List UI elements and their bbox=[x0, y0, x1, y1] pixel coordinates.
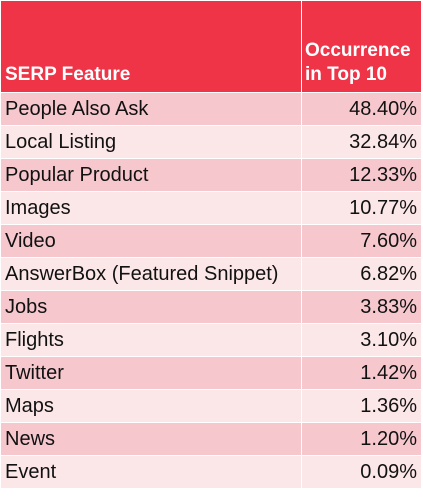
serp-feature-cell: People Also Ask bbox=[0, 92, 302, 126]
serp-feature-cell: AnswerBox (Featured Snippet) bbox=[0, 257, 302, 291]
table-row: Maps 1.36% bbox=[0, 389, 422, 423]
occurrence-cell: 10.77% bbox=[301, 191, 422, 225]
occurrence-cell: 6.82% bbox=[301, 257, 422, 291]
occurrence-cell: 12.33% bbox=[301, 158, 422, 192]
occurrence-cell: 3.83% bbox=[301, 290, 422, 324]
table-header-row: SERP Feature Occurrence in Top 10 bbox=[0, 0, 422, 93]
serp-feature-cell: Maps bbox=[0, 389, 302, 423]
serp-feature-cell: Local Listing bbox=[0, 125, 302, 159]
serp-feature-cell: Popular Product bbox=[0, 158, 302, 192]
table-row: Video 7.60% bbox=[0, 224, 422, 258]
occurrence-cell: 1.20% bbox=[301, 422, 422, 456]
occurrence-cell: 3.10% bbox=[301, 323, 422, 357]
table-row: Jobs 3.83% bbox=[0, 290, 422, 324]
serp-feature-cell: Twitter bbox=[0, 356, 302, 390]
header-occurrence-line1: Occurrence bbox=[305, 40, 411, 61]
occurrence-cell: 48.40% bbox=[301, 92, 422, 126]
occurrence-cell: 32.84% bbox=[301, 125, 422, 159]
table-row: Popular Product 12.33% bbox=[0, 158, 422, 192]
table-row: People Also Ask 48.40% bbox=[0, 92, 422, 126]
serp-feature-cell: News bbox=[0, 422, 302, 456]
table-row: AnswerBox (Featured Snippet) 6.82% bbox=[0, 257, 422, 291]
table-row: Flights 3.10% bbox=[0, 323, 422, 357]
table-row: Local Listing 32.84% bbox=[0, 125, 422, 159]
table-row: Event 0.09% bbox=[0, 455, 422, 489]
header-serp-feature: SERP Feature bbox=[0, 0, 302, 93]
serp-feature-cell: Jobs bbox=[0, 290, 302, 324]
table-row: News 1.20% bbox=[0, 422, 422, 456]
occurrence-cell: 7.60% bbox=[301, 224, 422, 258]
serp-feature-cell: Flights bbox=[0, 323, 302, 357]
header-occurrence: Occurrence in Top 10 bbox=[301, 0, 422, 93]
table-row: Twitter 1.42% bbox=[0, 356, 422, 390]
table-body: People Also Ask 48.40% Local Listing 32.84%… bbox=[0, 92, 422, 489]
serp-feature-cell: Event bbox=[0, 455, 302, 489]
header-serp-feature-label: SERP Feature bbox=[5, 64, 131, 85]
table-row: Images 10.77% bbox=[0, 191, 422, 225]
occurrence-cell: 1.36% bbox=[301, 389, 422, 423]
serp-feature-cell: Images bbox=[0, 191, 302, 225]
occurrence-cell: 0.09% bbox=[301, 455, 422, 489]
serp-feature-table: SERP Feature Occurrence in Top 10 People… bbox=[0, 0, 422, 489]
header-occurrence-line2: in Top 10 bbox=[305, 64, 387, 85]
occurrence-cell: 1.42% bbox=[301, 356, 422, 390]
serp-feature-table-container: SERP Feature Occurrence in Top 10 People… bbox=[0, 0, 423, 489]
serp-feature-cell: Video bbox=[0, 224, 302, 258]
